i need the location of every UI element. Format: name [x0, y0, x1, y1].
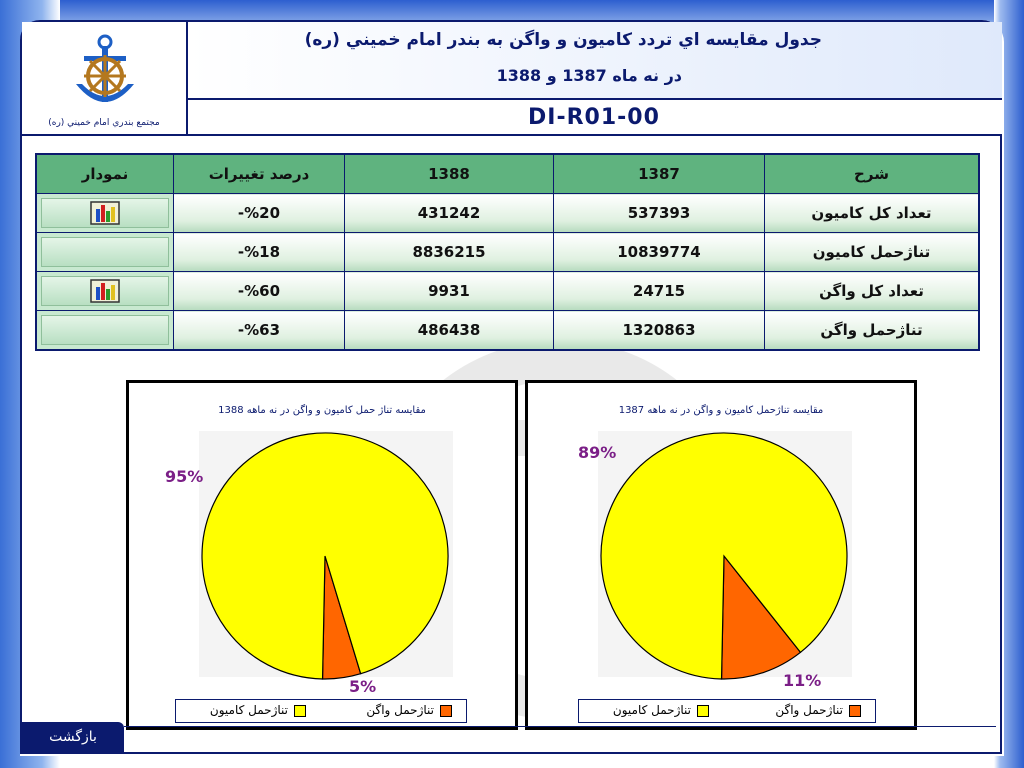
legend-swatch-truck: [294, 704, 306, 717]
col-header-chart: نمودار: [35, 153, 174, 194]
pie-slice-truck: [600, 432, 848, 680]
col-header-1387: 1387: [553, 153, 765, 194]
pie-chart-1387: مقايسه تناژحمل كاميون و واگن در نه ماهه …: [525, 380, 917, 730]
bar-chart-icon: [90, 201, 120, 225]
page-title: جدول مقايسه اي تردد كاميون و واگن به بند…: [304, 30, 822, 50]
pie-slice-wagon: [720, 554, 802, 680]
slice-label-truck-1387: 89%: [578, 443, 617, 462]
chart-button-empty: [41, 315, 169, 345]
slice-label-wagon-1388: 5%: [349, 677, 377, 696]
header-title-box: جدول مقايسه اي تردد كاميون و واگن به بند…: [188, 22, 1002, 100]
comparison-table: نمودار درصد تغييرات 1388 1387 شرح -%20 4…: [35, 153, 980, 351]
anchor-logo-icon: [76, 34, 134, 102]
bar-chart-icon: [90, 279, 120, 303]
desc-cell: تعداد كل كاميون: [764, 193, 980, 233]
value-1388-cell: 8836215: [344, 232, 554, 272]
pie-slice-truck: [201, 432, 449, 680]
table-row: -%20 431242 537393 تعداد كل كاميون: [35, 193, 980, 233]
value-1388-cell: 486438: [344, 310, 554, 351]
legend-swatch-wagon: [440, 704, 452, 717]
chart-cell: [35, 193, 174, 233]
legend-label-wagon: تناژحمل واگن: [775, 703, 843, 717]
change-cell: -%18: [173, 232, 345, 272]
document-code: DI-R01-00: [528, 105, 660, 130]
back-button[interactable]: بازگشت: [22, 722, 124, 752]
pie-chart-1388: مقايسه تناژ حمل كاميون و واگن در نه ماهه…: [126, 380, 518, 730]
legend-label-wagon: تناژحمل واگن: [366, 703, 434, 717]
chart-title-1387: مقايسه تناژحمل كاميون و واگن در نه ماهه …: [618, 405, 824, 416]
change-cell: -%20: [173, 193, 345, 233]
table-row: -%63 486438 1320863 تناژحمل واگن: [35, 310, 980, 351]
value-1388-cell: 431242: [344, 193, 554, 233]
logo-caption: مجتمع بندري امام خميني (ره): [48, 118, 160, 128]
table-row: -%18 8836215 10839774 تناژحمل كاميون: [35, 232, 980, 272]
chart-button-wagon-count[interactable]: [41, 276, 169, 306]
table-row: -%60 9931 24715 تعداد كل واگن: [35, 271, 980, 311]
col-header-change: درصد تغييرات: [173, 153, 345, 194]
change-cell: -%63: [173, 310, 345, 351]
value-1388-cell: 9931: [344, 271, 554, 311]
page-subtitle: در نه ماه 1387 و 1388: [496, 66, 682, 85]
slice-label-truck-1388: 95%: [165, 467, 204, 486]
pie-svg-1388: [201, 432, 449, 680]
chart-cell: [35, 271, 174, 311]
change-cell: -%60: [173, 271, 345, 311]
legend-item-wagon: تناژحمل واگن: [366, 703, 452, 717]
slice-label-wagon-1387: 11%: [783, 671, 822, 690]
legend-1387: تناژحمل واگن تناژحمل كاميون: [578, 699, 876, 723]
desc-cell: تناژحمل كاميون: [764, 232, 980, 272]
col-header-desc: شرح: [764, 153, 980, 194]
chart-cell: [35, 232, 174, 272]
outer-frame: [20, 20, 1002, 754]
pie-svg-1387: [600, 432, 848, 680]
legend-label-truck: تناژحمل كاميون: [209, 703, 288, 717]
legend-swatch-wagon: [849, 704, 861, 717]
chart-button-empty: [41, 237, 169, 267]
header-logo-box: مجتمع بندري امام خميني (ره): [22, 22, 188, 136]
chart-button-truck-count[interactable]: [41, 198, 169, 228]
header-code-box: DI-R01-00: [188, 100, 1002, 136]
chart-cell: [35, 310, 174, 351]
value-1387-cell: 10839774: [553, 232, 765, 272]
value-1387-cell: 537393: [553, 193, 765, 233]
legend-1388: تناژحمل واگن تناژحمل كاميون: [175, 699, 467, 723]
value-1387-cell: 1320863: [553, 310, 765, 351]
legend-swatch-truck: [697, 704, 709, 717]
legend-label-truck: تناژحمل كاميون: [612, 703, 691, 717]
legend-item-truck: تناژحمل كاميون: [613, 703, 709, 717]
desc-cell: تعداد كل واگن: [764, 271, 980, 311]
table-header-row: نمودار درصد تغييرات 1388 1387 شرح: [35, 153, 980, 194]
desc-cell: تناژحمل واگن: [764, 310, 980, 351]
legend-item-truck: تناژحمل كاميون: [210, 703, 306, 717]
footer-divider: [124, 726, 996, 727]
legend-item-wagon: تناژحمل واگن: [775, 703, 861, 717]
chart-title-1388: مقايسه تناژ حمل كاميون و واگن در نه ماهه…: [218, 405, 426, 416]
col-header-1388: 1388: [344, 153, 554, 194]
value-1387-cell: 24715: [553, 271, 765, 311]
